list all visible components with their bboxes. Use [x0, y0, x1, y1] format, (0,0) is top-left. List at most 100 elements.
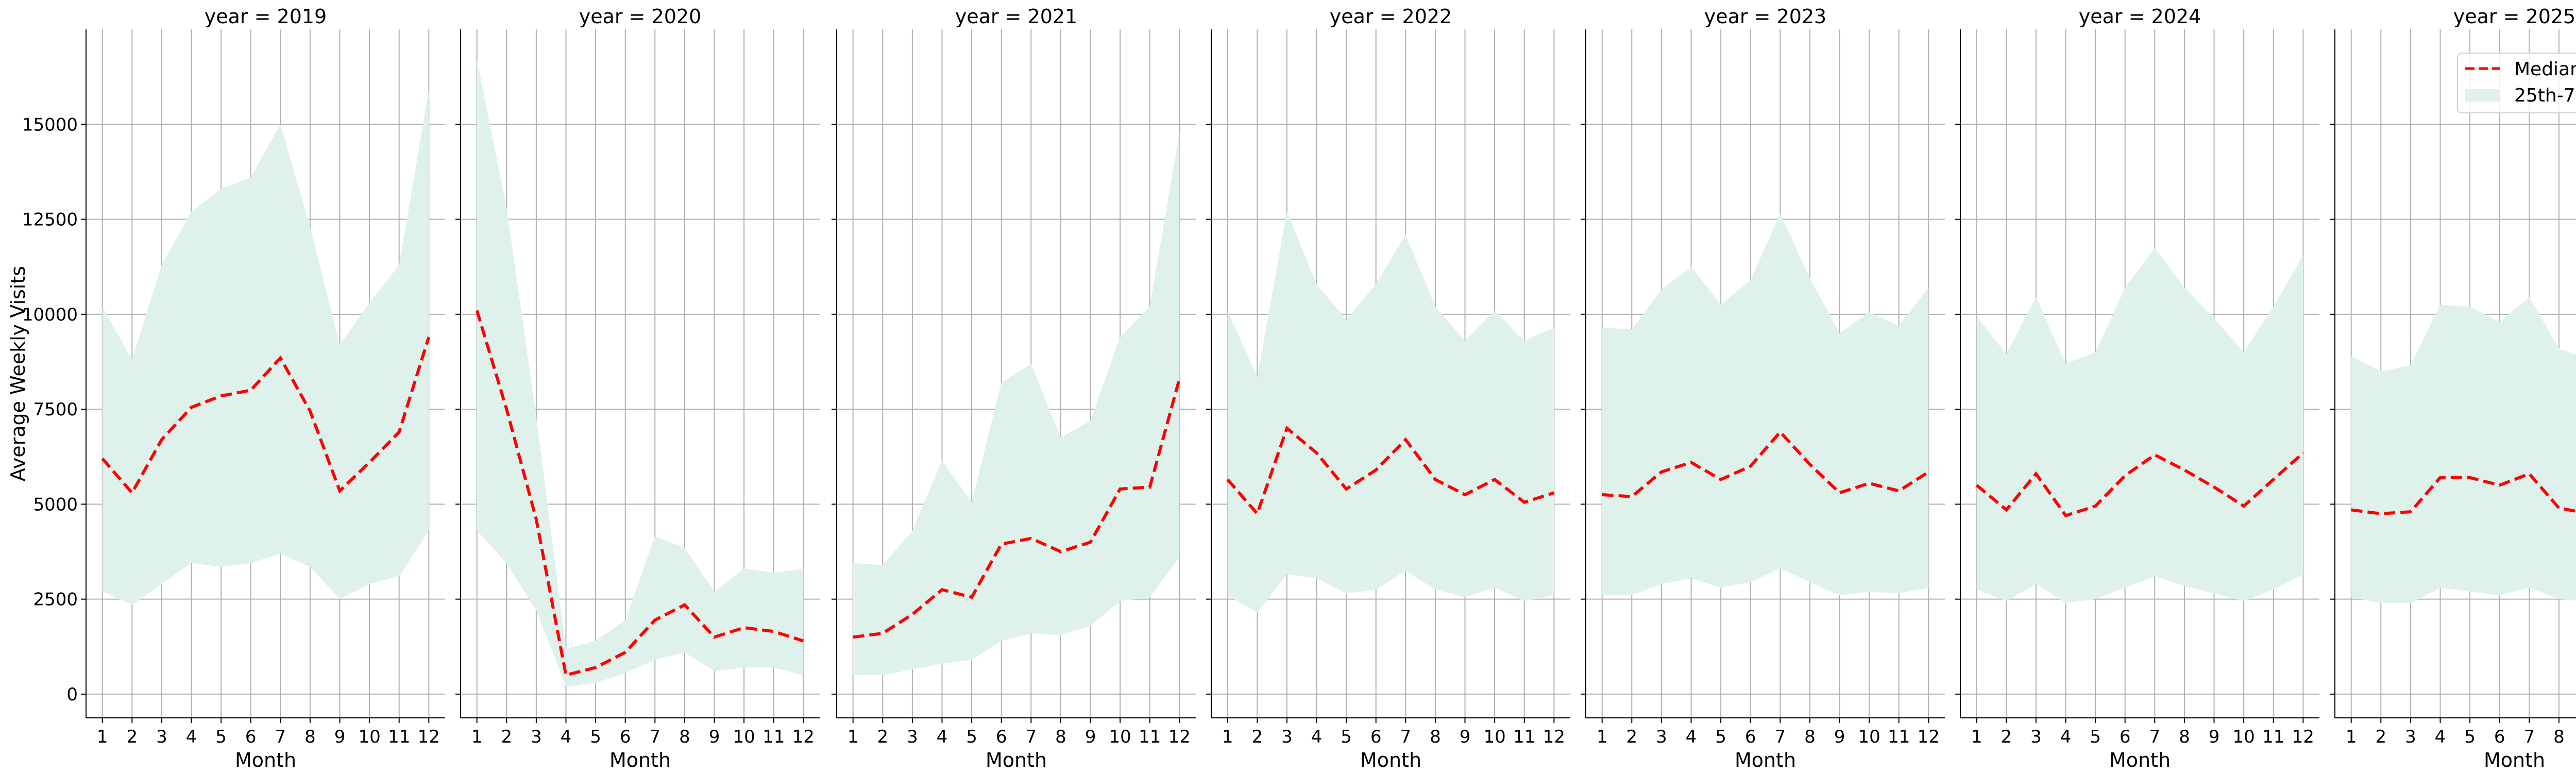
median-line [101, 337, 431, 496]
panel-title: year = 2021 [955, 5, 1077, 28]
x-axis-label: Month [609, 749, 671, 771]
x-tick-label: 7 [1400, 727, 1411, 747]
x-tick-label: 8 [1430, 727, 1441, 747]
x-tick-label: 8 [1804, 727, 1816, 747]
x-tick-label: 6 [245, 727, 257, 747]
x-tick-label: 11 [1139, 727, 1161, 747]
x-tick-label: 4 [1311, 727, 1323, 747]
x-tick-label: 4 [2060, 727, 2072, 747]
x-tick-label: 12 [1918, 727, 1940, 747]
y-axis-label: Average Weekly Visits [7, 266, 29, 481]
x-tick-label: 9 [1085, 727, 1096, 747]
legend: Median 25th-75th Percentile [2457, 53, 2576, 113]
x-axis-label: Month [2484, 749, 2545, 771]
panel-title: year = 2024 [2079, 5, 2201, 28]
percentile-band [853, 132, 1180, 676]
x-tick-label: 11 [2262, 727, 2284, 747]
panel-title: year = 2025 [2453, 5, 2575, 28]
x-tick-label: 8 [304, 727, 316, 747]
percentile-band [1602, 213, 1929, 596]
x-tick-label: 11 [1888, 727, 1910, 747]
y-tick-label: 7500 [33, 399, 78, 420]
x-tick-label: 6 [1370, 727, 1382, 747]
panel-title: year = 2020 [579, 5, 701, 28]
x-tick-label: 7 [1774, 727, 1786, 747]
x-tick-label: 11 [1513, 727, 1535, 747]
x-tick-label: 9 [1834, 727, 1845, 747]
x-tick-label: 12 [2292, 727, 2314, 747]
y-tick-label: 0 [66, 684, 78, 705]
x-tick-label: 6 [1745, 727, 1756, 747]
x-tick-label: 10 [1858, 727, 1880, 747]
x-tick-label: 8 [679, 727, 690, 747]
percentile-band [1976, 247, 2303, 603]
x-tick-label: 5 [966, 727, 977, 747]
x-tick-label: 9 [2209, 727, 2220, 747]
median-line [1226, 425, 1555, 517]
x-tick-label: 9 [334, 727, 346, 747]
x-tick-label: 3 [2030, 727, 2042, 747]
legend-band-label: 25th-75th Percentile [2514, 85, 2576, 106]
x-tick-label: 6 [2120, 727, 2131, 747]
percentile-band [2351, 297, 2576, 603]
y-tick-label: 15000 [22, 114, 78, 135]
x-tick-label: 3 [2405, 727, 2416, 747]
percentile-band [102, 90, 429, 605]
x-tick-label: 3 [531, 727, 542, 747]
x-tick-label: 5 [1715, 727, 1726, 747]
x-tick-label: 1 [97, 727, 108, 747]
x-tick-label: 1 [1971, 727, 1982, 747]
x-tick-label: 4 [561, 727, 572, 747]
x-tick-label: 8 [2179, 727, 2190, 747]
x-tick-label: 1 [2346, 727, 2357, 747]
x-tick-label: 9 [1460, 727, 1471, 747]
x-tick-label: 12 [1168, 727, 1191, 747]
median-line [475, 310, 804, 677]
x-axis-label: Month [2109, 749, 2171, 771]
x-tick-label: 1 [848, 727, 859, 747]
x-tick-label: 10 [1109, 727, 1131, 747]
x-tick-label: 3 [1281, 727, 1293, 747]
legend-median-label: Median [2514, 59, 2576, 80]
x-tick-label: 4 [186, 727, 197, 747]
x-tick-label: 5 [215, 727, 227, 747]
y-tick-label: 10000 [22, 305, 78, 325]
x-tick-label: 12 [792, 727, 815, 747]
x-tick-label: 7 [275, 727, 286, 747]
x-axis-label: Month [235, 749, 296, 771]
x-tick-label: 2 [1626, 727, 1637, 747]
percentile-band [477, 59, 804, 687]
x-tick-label: 10 [358, 727, 380, 747]
median-line [1602, 429, 1929, 498]
x-tick-label: 6 [620, 727, 631, 747]
x-tick-label: 2 [2375, 727, 2386, 747]
x-tick-label: 1 [1597, 727, 1608, 747]
y-tick-label: 5000 [33, 494, 78, 515]
x-tick-label: 9 [709, 727, 720, 747]
median-line [853, 378, 1181, 639]
x-tick-label: 3 [156, 727, 167, 747]
panel-title: year = 2022 [1330, 5, 1452, 28]
x-tick-label: 6 [2494, 727, 2505, 747]
x-tick-label: 11 [388, 727, 410, 747]
x-tick-label: 4 [937, 727, 948, 747]
median-line [2351, 472, 2576, 515]
x-axis-label: Month [1735, 749, 1796, 771]
x-tick-label: 3 [907, 727, 918, 747]
percentile-band [1227, 211, 1554, 613]
x-tick-label: 4 [2435, 727, 2446, 747]
x-tick-label: 7 [1025, 727, 1037, 747]
x-tick-label: 2 [877, 727, 888, 747]
panel-title: year = 2023 [1704, 5, 1826, 28]
x-tick-label: 6 [996, 727, 1007, 747]
x-tick-label: 1 [1222, 727, 1233, 747]
x-tick-label: 5 [1341, 727, 1352, 747]
x-tick-label: 2 [501, 727, 512, 747]
